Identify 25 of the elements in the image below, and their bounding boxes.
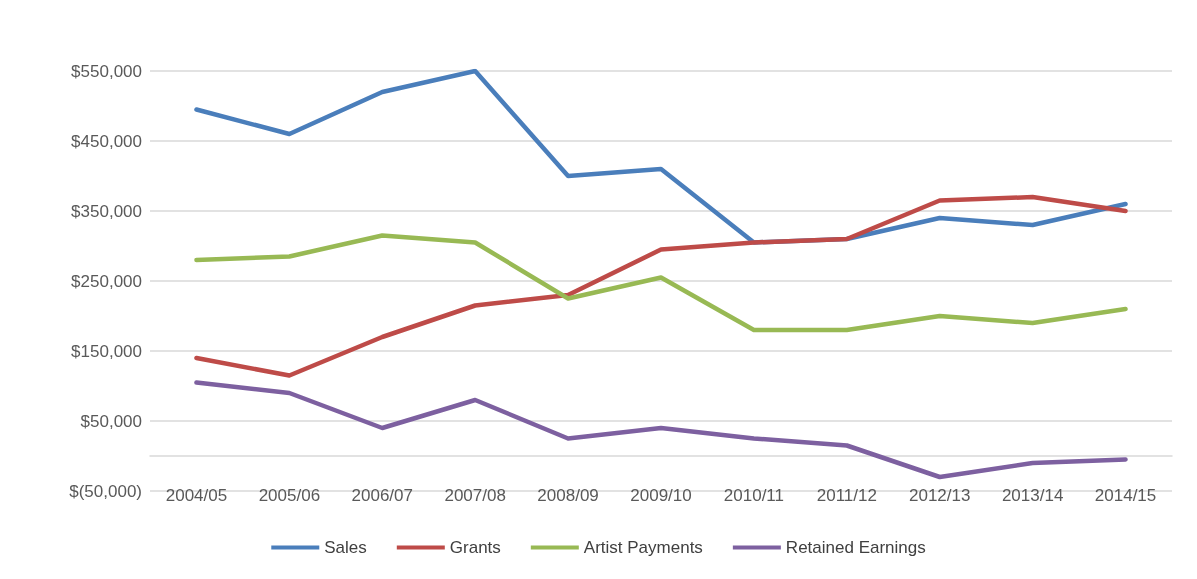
y-tick-label: $450,000 [71, 131, 142, 151]
x-tick-label: 2012/13 [909, 486, 971, 505]
x-tick-label: 2005/06 [258, 486, 321, 505]
line-series [194, 233, 1128, 333]
line-series [194, 194, 1128, 378]
y-tick-label: $250,000 [71, 271, 142, 291]
x-tick-label: 2010/11 [723, 486, 785, 505]
x-tick-label: 2008/09 [537, 486, 599, 505]
x-tick-label: 2011/12 [816, 486, 877, 505]
legend-label: Grants [449, 538, 501, 557]
line-series [194, 380, 1128, 480]
legend-label: Artist Payments [583, 538, 703, 557]
y-tick-label: $350,000 [71, 201, 142, 221]
x-tick-label: 2013/14 [1001, 486, 1064, 505]
x-tick-label: 2009/10 [630, 486, 692, 505]
x-tick-label: 2014/15 [1094, 486, 1157, 505]
legend-label: Sales [324, 538, 367, 557]
y-tick-label: $150,000 [71, 341, 142, 361]
x-tick-label: 2006/07 [351, 486, 413, 505]
x-tick-label: 2007/08 [444, 486, 506, 505]
x-tick-label: 2004/05 [165, 486, 228, 505]
legend-label: Retained Earnings [785, 538, 926, 557]
y-tick-label: $(50,000) [69, 481, 142, 501]
y-tick-label: $550,000 [71, 61, 142, 81]
y-tick-label: $50,000 [80, 411, 142, 431]
